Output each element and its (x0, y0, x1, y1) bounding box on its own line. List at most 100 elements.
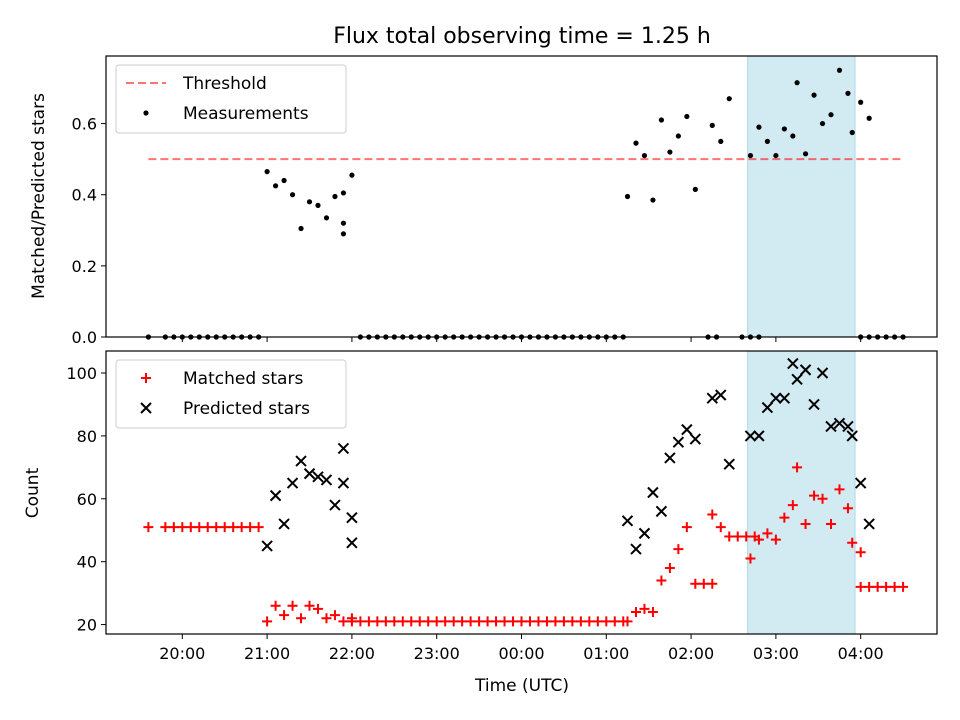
top-dot-point-16 (289, 192, 296, 198)
bottom-x-point-35 (825, 420, 837, 433)
bottom-plus-point-25 (355, 616, 366, 627)
bottom-y-axis-label: Count (23, 467, 43, 518)
bottom-plus-point-17 (296, 613, 307, 624)
top-dot-point-90 (866, 115, 872, 121)
bottom-x-point-32 (799, 364, 812, 376)
bottom-plus-point-44 (516, 616, 527, 627)
bottom-plus-point-43 (508, 616, 519, 627)
top-dot-point-24 (340, 190, 347, 196)
bottom-plus-point-14 (270, 600, 281, 611)
bottom-plus-point-51 (575, 616, 586, 627)
top-dot-point-83 (811, 92, 817, 98)
top-dot-point-82 (802, 151, 809, 157)
top-y-tick-label-0: 0.0 (72, 328, 97, 347)
bottom-plus-point-0 (143, 522, 154, 533)
top-dot-point-86 (836, 67, 843, 73)
bottom-x-point-9 (337, 477, 350, 489)
bottom-plus-point-83 (817, 493, 828, 504)
bottom-plus-point-27 (372, 616, 383, 627)
bottom-x-point-22 (706, 392, 718, 404)
bottom-x-point-20 (681, 423, 693, 436)
bottom-plus-point-71 (732, 531, 743, 542)
top-y-tick-label-1: 0.2 (72, 257, 97, 276)
bottom-plus-point-7 (211, 522, 222, 533)
bottom-plus-point-67 (707, 578, 718, 589)
top-dot-point-77 (764, 138, 771, 144)
bottom-y-tick-label-4: 100 (66, 364, 97, 383)
bottom-x-point-25 (744, 430, 757, 442)
bottom-plus-point-39 (474, 616, 485, 627)
bottom-x-point-23 (715, 389, 727, 401)
bottom-plus-point-75 (753, 534, 764, 545)
bottom-plus-point-50 (567, 616, 578, 627)
top-y-tick-label-3: 0.6 (72, 115, 97, 134)
top-dot-point-88 (849, 129, 855, 136)
x-axis-label: Time (UTC) (474, 676, 569, 696)
bottom-plus-point-72 (741, 531, 752, 542)
x-tick-label-0: 20:00 (159, 644, 205, 663)
x-tick-label-5: 01:00 (583, 644, 629, 663)
bottom-plus-point-37 (457, 616, 468, 627)
bottom-plus-point-31 (406, 616, 417, 627)
bottom-plus-point-3 (177, 522, 188, 533)
bottom-plus-point-86 (842, 503, 853, 514)
bottom-plus-point-81 (800, 518, 811, 529)
top-dot-point-84 (819, 120, 826, 127)
bottom-plus-point-11 (245, 522, 256, 533)
bottom-plus-point-62 (664, 562, 675, 573)
bottom-plus-point-63 (673, 544, 684, 555)
bottom-plus-point-10 (236, 522, 247, 533)
top-legend-label-0: Threshold (182, 74, 267, 94)
bottom-x-point-12 (346, 537, 358, 549)
bottom-plus-point-4 (185, 522, 196, 533)
top-dot-point-71 (726, 96, 732, 102)
bottom-x-point-3 (286, 477, 299, 489)
bottom-x-point-17 (655, 505, 668, 518)
bottom-x-point-13 (621, 515, 634, 527)
top-dot-point-14 (272, 183, 279, 189)
bottom-plus-point-33 (423, 616, 434, 627)
top-dot-point-21 (332, 193, 338, 200)
bottom-plus-point-20 (321, 613, 332, 624)
bottom-plus-point-74 (745, 553, 756, 564)
bottom-plus-point-89 (855, 581, 866, 592)
top-legend-box (115, 64, 347, 134)
bottom-plus-point-28 (380, 616, 391, 627)
bottom-plus-point-60 (647, 606, 658, 617)
top-dot-point-87 (845, 90, 851, 96)
bottom-plus-point-36 (448, 616, 459, 627)
bottom-x-point-40 (863, 518, 875, 530)
x-tick-label-4: 00:00 (498, 644, 544, 663)
bottom-plus-point-35 (440, 616, 451, 627)
bottom-plus-point-48 (550, 616, 561, 627)
bottom-x-point-7 (320, 474, 333, 486)
top-dot-point-80 (790, 133, 796, 139)
top-dot-point-22 (340, 220, 347, 226)
top-dot-point-75 (747, 152, 754, 159)
top-dot-point-89 (858, 99, 864, 105)
bottom-plus-point-19 (312, 603, 323, 614)
top-dot-point-17 (298, 225, 304, 232)
bottom-x-point-19 (672, 436, 685, 448)
bottom-legend-label-0: Matched stars (183, 369, 303, 389)
bottom-plus-point-85 (834, 484, 845, 495)
bottom-x-point-4 (295, 455, 307, 467)
bottom-x-point-33 (808, 398, 820, 411)
bottom-plus-point-16 (287, 600, 298, 611)
bottom-plus-point-77 (770, 534, 781, 545)
top-dot-point-15 (281, 177, 287, 184)
bottom-plus-point-90 (864, 581, 875, 592)
bottom-plus-point-65 (690, 578, 701, 589)
bottom-plus-point-49 (558, 616, 569, 627)
bottom-x-point-10 (337, 442, 350, 455)
bottom-x-point-26 (753, 430, 765, 442)
bottom-plus-point-38 (465, 616, 476, 627)
bottom-x-point-27 (761, 401, 774, 414)
bottom-plus-point-47 (541, 616, 552, 627)
bottom-plus-point-70 (724, 531, 735, 542)
bottom-plus-point-93 (889, 581, 900, 592)
x-tick-label-8: 04:00 (838, 644, 884, 663)
top-legend: Threshold Measurements (115, 64, 347, 134)
bottom-plus-point-1 (160, 522, 171, 533)
